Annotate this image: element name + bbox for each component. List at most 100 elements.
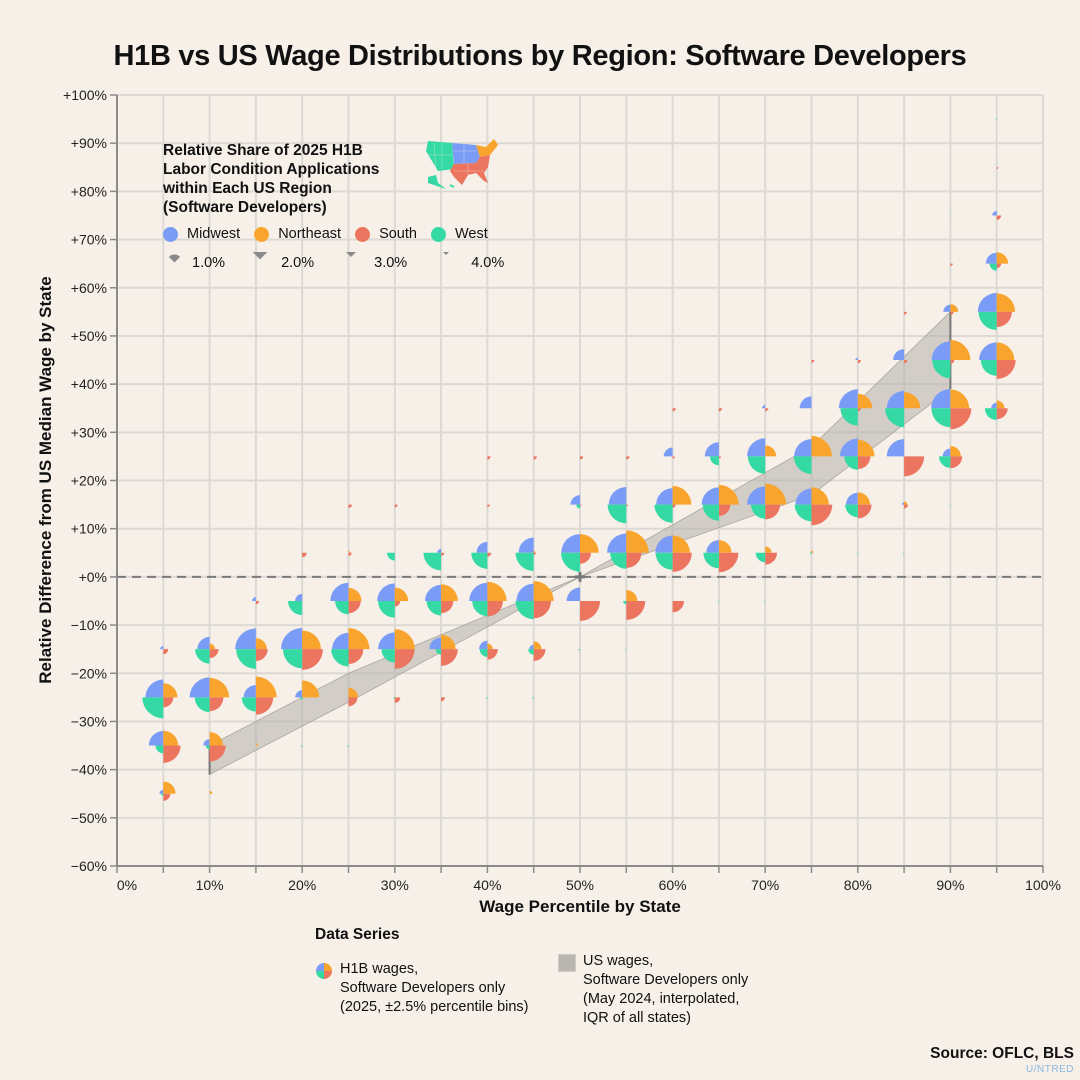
glyph-wedge-northeast bbox=[487, 643, 493, 650]
glyph-wedge-northeast bbox=[163, 730, 179, 746]
glyph-wedge-south bbox=[441, 697, 445, 702]
glyph-wedge-south bbox=[626, 600, 646, 620]
glyph-wedge-northeast bbox=[626, 530, 649, 553]
glyph-wedge-midwest bbox=[479, 640, 488, 650]
size-legend-item: 2.0% bbox=[247, 252, 314, 274]
glyph-wedge-midwest bbox=[795, 488, 812, 505]
glyph-wedge-northeast bbox=[209, 677, 230, 698]
glyph-wedge-northeast bbox=[302, 680, 320, 698]
h1b-glyph bbox=[302, 552, 307, 558]
y-tick-label: +80% bbox=[71, 183, 107, 199]
h1b-glyph bbox=[533, 456, 537, 460]
size-legend-label: 4.0% bbox=[471, 255, 505, 271]
median-plus-marker bbox=[575, 571, 585, 582]
legend-item-northeast: Northeast bbox=[254, 226, 341, 242]
h1b-glyph bbox=[626, 456, 630, 460]
glyph-wedge-south bbox=[857, 504, 872, 519]
size-legend-label: 3.0% bbox=[374, 255, 408, 271]
size-legend-item: 1.0% bbox=[165, 252, 225, 274]
glyph-wedge-west bbox=[435, 649, 442, 655]
legend-label: South bbox=[379, 226, 417, 242]
glyph-wedge-west bbox=[856, 552, 858, 554]
glyph-wedge-northeast bbox=[718, 540, 732, 553]
glyph-wedge-west bbox=[654, 504, 673, 523]
glyph-wedge-west bbox=[709, 456, 719, 466]
glyph-wedge-west bbox=[810, 552, 812, 555]
h1b-glyph bbox=[655, 535, 692, 573]
glyph-wedge-midwest bbox=[931, 341, 951, 361]
glyph-wedge-south bbox=[394, 504, 398, 508]
y-tick-label: −60% bbox=[71, 858, 107, 874]
glyph-wedge-northeast bbox=[163, 781, 176, 794]
h1b-glyph bbox=[429, 634, 458, 666]
glyph-wedge-west bbox=[794, 504, 812, 522]
glyph-wedge-west bbox=[426, 600, 442, 616]
glyph-wedge-south bbox=[533, 600, 552, 619]
x-tick-label: 0% bbox=[117, 877, 137, 893]
h1b-glyph bbox=[903, 552, 905, 554]
glyph-wedge-west bbox=[793, 456, 812, 475]
h1b-glyph bbox=[704, 442, 721, 466]
glyph-wedge-northeast bbox=[811, 550, 814, 553]
h1b-glyph bbox=[393, 697, 401, 703]
glyph-wedge-south bbox=[672, 456, 675, 459]
glyph-wedge-west bbox=[751, 504, 766, 519]
grey-band-swatch-icon bbox=[558, 954, 576, 972]
series-text-line: US wages, bbox=[583, 953, 654, 969]
glyph-wedge-midwest bbox=[942, 448, 951, 457]
h1b-glyph bbox=[142, 679, 178, 719]
x-tick-label: 90% bbox=[936, 877, 964, 893]
glyph-wedge-west bbox=[703, 552, 719, 569]
glyph-wedge-midwest bbox=[529, 644, 534, 650]
h1b-glyph bbox=[995, 119, 997, 121]
glyph-wedge-south bbox=[348, 697, 358, 707]
glyph-wedge-south bbox=[765, 504, 781, 520]
glyph-wedge-northeast bbox=[857, 492, 871, 505]
glyph-wedge-northeast bbox=[950, 389, 970, 409]
glyph-wedge-south bbox=[950, 311, 954, 316]
legend-item-south: South bbox=[355, 226, 417, 242]
glyph-wedge-northeast bbox=[255, 743, 259, 746]
h1b-glyph bbox=[856, 552, 858, 554]
glyph-wedge-northeast bbox=[394, 587, 409, 601]
glyph-wedge-northeast bbox=[765, 445, 777, 457]
x-tick-label: 40% bbox=[473, 877, 501, 893]
glyph-wedge-northeast bbox=[348, 551, 351, 553]
legend-label: Northeast bbox=[278, 226, 342, 242]
glyph-wedge-midwest bbox=[979, 342, 997, 361]
glyph-wedge-northeast bbox=[255, 638, 267, 650]
h1b-glyph bbox=[654, 485, 692, 523]
glyph-wedge-northeast bbox=[394, 629, 415, 650]
x-tick-label: 100% bbox=[1025, 877, 1061, 893]
h1b-glyph bbox=[528, 641, 546, 661]
glyph-wedge-west bbox=[607, 504, 627, 524]
glyph-wedge-northeast bbox=[996, 455, 998, 457]
glyph-wedge-south bbox=[580, 456, 584, 460]
h1b-glyph bbox=[762, 405, 769, 412]
glyph-wedge-midwest bbox=[706, 540, 719, 553]
glyph-wedge-west bbox=[978, 311, 997, 331]
legend-title-line: (Software Developers) bbox=[163, 199, 327, 216]
glyph-wedge-northeast bbox=[904, 501, 908, 505]
glyph-wedge-south bbox=[348, 552, 352, 556]
glyph-wedge-midwest bbox=[977, 292, 997, 312]
glyph-wedge-south bbox=[996, 311, 1012, 328]
glyph-wedge-midwest bbox=[810, 551, 812, 553]
glyph-wedge-west bbox=[845, 504, 858, 518]
glyph-wedge-south bbox=[811, 504, 833, 526]
y-tick-label: +70% bbox=[71, 232, 107, 248]
glyph-wedge-northeast bbox=[441, 584, 458, 601]
glyph-wedge-northeast bbox=[533, 641, 542, 650]
glyph-wedge-west bbox=[764, 600, 766, 602]
h1b-glyph bbox=[996, 455, 998, 457]
gridlines bbox=[117, 94, 1044, 867]
glyph-wedge-midwest bbox=[476, 541, 488, 553]
glyph-wedge-west bbox=[241, 697, 256, 712]
h1b-glyph bbox=[703, 540, 739, 573]
glyph-wedge-midwest bbox=[901, 502, 905, 505]
legend-title: Relative Share of 2025 H1B Labor Conditi… bbox=[163, 141, 543, 217]
glyph-wedge-midwest bbox=[799, 396, 812, 409]
glyph-wedge-midwest bbox=[159, 789, 164, 794]
glyph-wedge-west bbox=[625, 649, 627, 651]
